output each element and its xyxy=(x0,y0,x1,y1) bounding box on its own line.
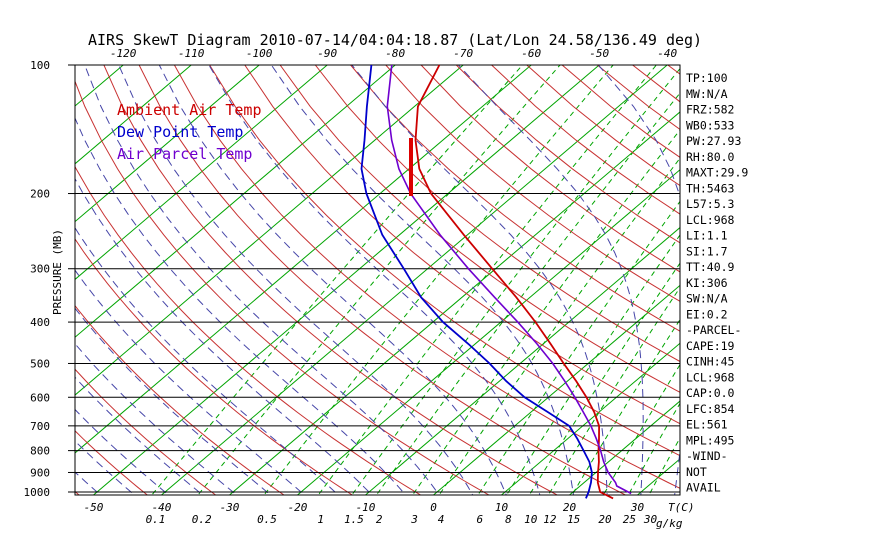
sounding-traces xyxy=(360,64,632,500)
dewpoint-trace xyxy=(360,64,593,499)
stats-line: LCL:968 xyxy=(686,370,735,384)
stats-line: MPL:495 xyxy=(686,433,734,447)
stats-line: EI:0.2 xyxy=(686,307,728,321)
stats-line: TT:40.9 xyxy=(686,260,735,274)
stats-line: -PARCEL- xyxy=(686,323,741,337)
mixing-ratio-label: 25 xyxy=(623,513,636,526)
bottom-temp-label: -20 xyxy=(288,501,308,514)
top-temp-label: -80 xyxy=(385,47,405,60)
mixing-ratio-label: 30 xyxy=(643,513,658,526)
legend: Ambient Air Temp Dew Point Temp Air Parc… xyxy=(117,101,262,163)
stats-line: LI:1.1 xyxy=(686,229,728,243)
top-temp-label: -110 xyxy=(178,47,205,60)
pressure-tick-label: 900 xyxy=(30,466,50,479)
stats-line: FRZ:582 xyxy=(686,103,734,117)
mixing-ratio-label: 12 xyxy=(543,513,557,526)
stats-line: RH:80.0 xyxy=(686,150,735,164)
mixing-ratio-lines xyxy=(151,65,680,495)
mixing-ratio-label: 1 xyxy=(317,513,324,526)
mixing-ratio-label: 0.1 xyxy=(146,513,166,526)
stats-line: EL:561 xyxy=(686,418,728,432)
mixing-ratio-label: 3 xyxy=(410,513,418,526)
mixing-ratio-label: 0.5 xyxy=(257,513,277,526)
background-grid xyxy=(75,65,680,495)
mixing-ratio-label: 2 xyxy=(376,513,383,526)
top-temp-label: -50 xyxy=(589,47,609,60)
bottom-temp-label: -50 xyxy=(84,501,104,514)
stats-line: AVAIL xyxy=(686,481,721,495)
bottom-temp-label: -40 xyxy=(152,501,172,514)
stats-line: LFC:854 xyxy=(686,402,735,416)
stats-line: LCL:968 xyxy=(686,213,735,227)
mixr-unit-label: g/kg xyxy=(656,517,683,530)
stats-line: TP:100 xyxy=(686,71,728,85)
legend-ambient-temp: Ambient Air Temp xyxy=(117,101,262,119)
mixing-ratio-label: 8 xyxy=(505,513,512,526)
stats-line: CAP:0.0 xyxy=(686,386,735,400)
pressure-tick-label: 500 xyxy=(30,357,50,370)
chart-title: AIRS SkewT Diagram 2010-07-14/04:04:18.8… xyxy=(88,31,702,49)
bottom-temp-label: 20 xyxy=(563,501,577,514)
parcel-trace xyxy=(386,64,632,495)
stats-line: TH:5463 xyxy=(686,181,735,195)
pressure-tick-label: 700 xyxy=(30,420,50,433)
stats-line: MW:N/A xyxy=(686,87,728,101)
stats-line: -WIND- xyxy=(686,449,728,463)
pressure-tick-label: 1000 xyxy=(24,486,51,499)
mixing-ratio-label: 1.5 xyxy=(344,513,364,526)
top-temp-label: -70 xyxy=(453,47,473,60)
mixing-ratio-label: 0.2 xyxy=(192,513,212,526)
bottom-temp-label: 30 xyxy=(630,501,645,514)
stats-line: CINH:45 xyxy=(686,355,734,369)
stats-line: WB0:533 xyxy=(686,118,735,132)
stats-line: KI:306 xyxy=(686,276,728,290)
top-temp-label: -120 xyxy=(110,47,137,60)
stats-line: PW:27.93 xyxy=(686,134,741,148)
legend-air-parcel: Air Parcel Temp xyxy=(117,145,252,163)
top-temp-label: -60 xyxy=(521,47,541,60)
mixing-ratio-label: 15 xyxy=(567,513,580,526)
stats-line: SI:1.7 xyxy=(686,244,728,258)
pressure-tick-label: 800 xyxy=(30,445,50,458)
pressure-tick-label: 300 xyxy=(30,263,50,276)
top-temp-label: -40 xyxy=(657,47,677,60)
pressure-axis-label: PRESSURE (MB) xyxy=(51,229,64,315)
top-temp-label: -90 xyxy=(317,47,337,60)
mixing-ratio-label: 4 xyxy=(438,513,445,526)
pressure-tick-label: 100 xyxy=(30,59,50,72)
bottom-temp-label: -10 xyxy=(356,501,376,514)
stats-line: MAXT:29.9 xyxy=(686,166,748,180)
pressure-tick-label: 400 xyxy=(30,316,50,329)
stats-line: NOT xyxy=(686,465,707,479)
stats-line: SW:N/A xyxy=(686,292,728,306)
top-temp-label: -100 xyxy=(246,47,273,60)
mixing-ratio-label: 10 xyxy=(524,513,538,526)
bottom-temp-label: -30 xyxy=(220,501,240,514)
stats-line: L57:5.3 xyxy=(686,197,735,211)
mixing-ratio-label: 6 xyxy=(476,513,483,526)
moist-adiabat-lines xyxy=(75,65,680,495)
plot-border xyxy=(74,64,681,496)
pressure-tick-label: 600 xyxy=(30,391,50,404)
pressure-lines xyxy=(74,64,681,496)
ambient-temp-trace xyxy=(414,64,614,500)
pressure-tick-label: 200 xyxy=(30,188,50,201)
mixing-ratio-label: 20 xyxy=(598,513,612,526)
temp-unit-label: T(C) xyxy=(668,501,695,514)
stats-line: CAPE:19 xyxy=(686,339,735,353)
bottom-temp-label: 10 xyxy=(495,501,509,514)
bottom-temp-label: 0 xyxy=(430,501,437,514)
legend-dew-point: Dew Point Temp xyxy=(117,123,243,141)
dry-adiabat-lines xyxy=(75,65,680,495)
